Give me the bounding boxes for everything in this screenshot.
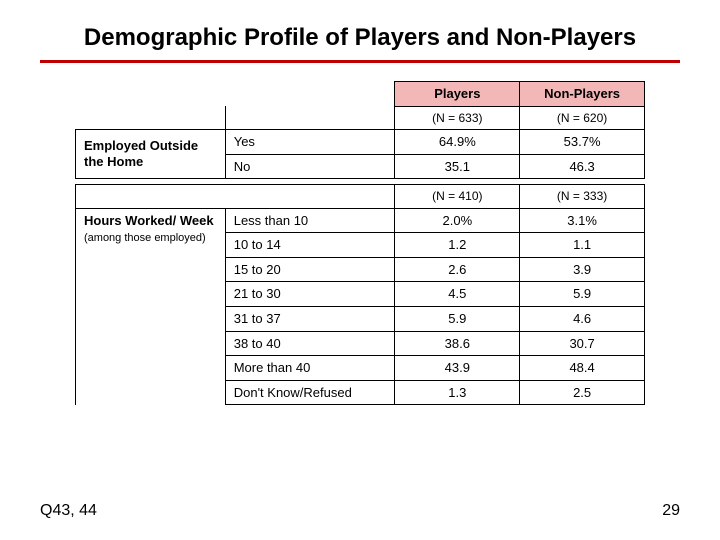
row-label: Yes [225,129,395,154]
footer-right: 29 [662,502,680,520]
header-row: Players Non-Players [76,82,645,107]
section2-label-sub: (among those employed) [84,232,206,244]
col-players-header: Players [395,82,520,107]
row-players: 1.2 [395,233,520,258]
row-players: 2.0% [395,208,520,233]
row-players: 2.6 [395,257,520,282]
row-label: No [225,154,395,179]
row-label: 10 to 14 [225,233,395,258]
row-label: 31 to 37 [225,306,395,331]
section1-n-row: (N = 633) (N = 620) [76,106,645,129]
section1-label: Employed Outside the Home [76,129,226,178]
row-players: 35.1 [395,154,520,179]
section2-label: Hours Worked/ Week (among those employed… [76,208,226,405]
row-players: 43.9 [395,356,520,381]
slide-title: Demographic Profile of Players and Non-P… [40,24,680,52]
row-nonplayers: 30.7 [520,331,645,356]
section2-n-nonplayers: (N = 333) [520,185,645,208]
data-table: Players Non-Players (N = 633) (N = 620) … [75,81,645,405]
row-label: 21 to 30 [225,282,395,307]
data-table-container: Players Non-Players (N = 633) (N = 620) … [75,81,645,405]
row-players: 1.3 [395,380,520,405]
row-nonplayers: 3.9 [520,257,645,282]
row-nonplayers: 2.5 [520,380,645,405]
row-label: More than 40 [225,356,395,381]
row-nonplayers: 48.4 [520,356,645,381]
table-row: Hours Worked/ Week (among those employed… [76,208,645,233]
col-players-label: Players [434,86,480,101]
row-nonplayers: 3.1% [520,208,645,233]
row-label: 38 to 40 [225,331,395,356]
row-label: Less than 10 [225,208,395,233]
row-players: 64.9% [395,129,520,154]
footer: Q43, 44 29 [40,502,680,520]
title-rule [40,60,680,63]
row-players: 38.6 [395,331,520,356]
row-players: 5.9 [395,306,520,331]
row-nonplayers: 1.1 [520,233,645,258]
row-nonplayers: 4.6 [520,306,645,331]
section1-n-nonplayers: (N = 620) [520,106,645,129]
row-label: 15 to 20 [225,257,395,282]
row-players: 4.5 [395,282,520,307]
section2-n-players: (N = 410) [395,185,520,208]
row-nonplayers: 46.3 [520,154,645,179]
table-row: Employed Outside the Home Yes 64.9% 53.7… [76,129,645,154]
col-nonplayers-label: Non-Players [544,86,620,101]
section2-n-row: (N = 410) (N = 333) [76,185,645,208]
row-nonplayers: 5.9 [520,282,645,307]
footer-left: Q43, 44 [40,502,97,520]
section1-n-players: (N = 633) [395,106,520,129]
col-nonplayers-header: Non-Players [520,82,645,107]
section2-label-main: Hours Worked/ Week [84,213,214,228]
row-label: Don't Know/Refused [225,380,395,405]
row-nonplayers: 53.7% [520,129,645,154]
